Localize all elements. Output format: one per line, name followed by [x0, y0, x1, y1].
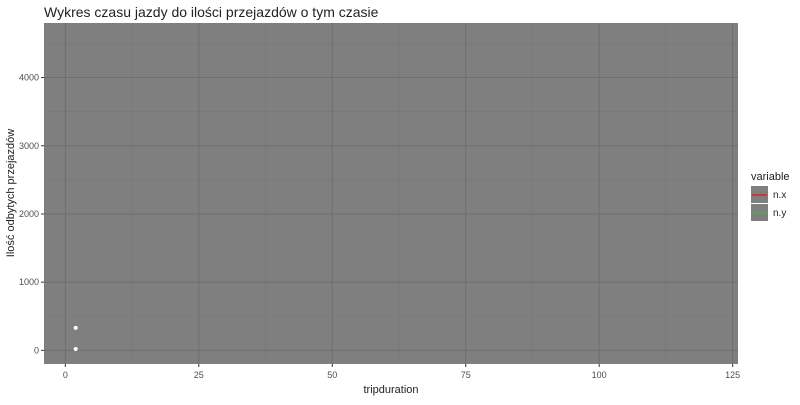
chart-title: Wykres czasu jazdy do ilości przejazdów …: [44, 4, 379, 20]
x-tick-label: 25: [194, 370, 204, 380]
x-tick-label: 75: [461, 370, 471, 380]
data-point-n.x: [73, 325, 78, 330]
legend-label-n.y: n.y: [773, 208, 786, 219]
x-tick-label: 125: [725, 370, 740, 380]
series-layer: [73, 325, 78, 351]
legend-title: variable: [751, 171, 790, 183]
legend: variable n.x n.y: [751, 171, 790, 221]
x-tick-label: 0: [63, 370, 68, 380]
grid-minor: [44, 23, 738, 364]
grid-major: [44, 23, 738, 364]
y-tick-label: 3000: [19, 141, 39, 151]
y-tick-label: 1000: [19, 277, 39, 287]
y-axis-label: Ilość odbytych przejazdów: [5, 129, 17, 257]
plot-panel: [44, 23, 738, 364]
x-axis: 0 25 50 75 100 125: [63, 364, 740, 380]
x-tick-label: 100: [592, 370, 607, 380]
y-tick-label: 2000: [19, 209, 39, 219]
x-axis-label: tripduration: [363, 384, 418, 396]
y-tick-label: 0: [34, 345, 39, 355]
y-axis: 0 1000 2000 3000 4000: [19, 73, 44, 355]
data-point-n.y: [73, 346, 78, 351]
legend-label-n.x: n.x: [773, 190, 786, 201]
legend-items: n.x n.y: [751, 186, 786, 221]
x-tick-label: 50: [327, 370, 337, 380]
y-tick-label: 4000: [19, 73, 39, 83]
